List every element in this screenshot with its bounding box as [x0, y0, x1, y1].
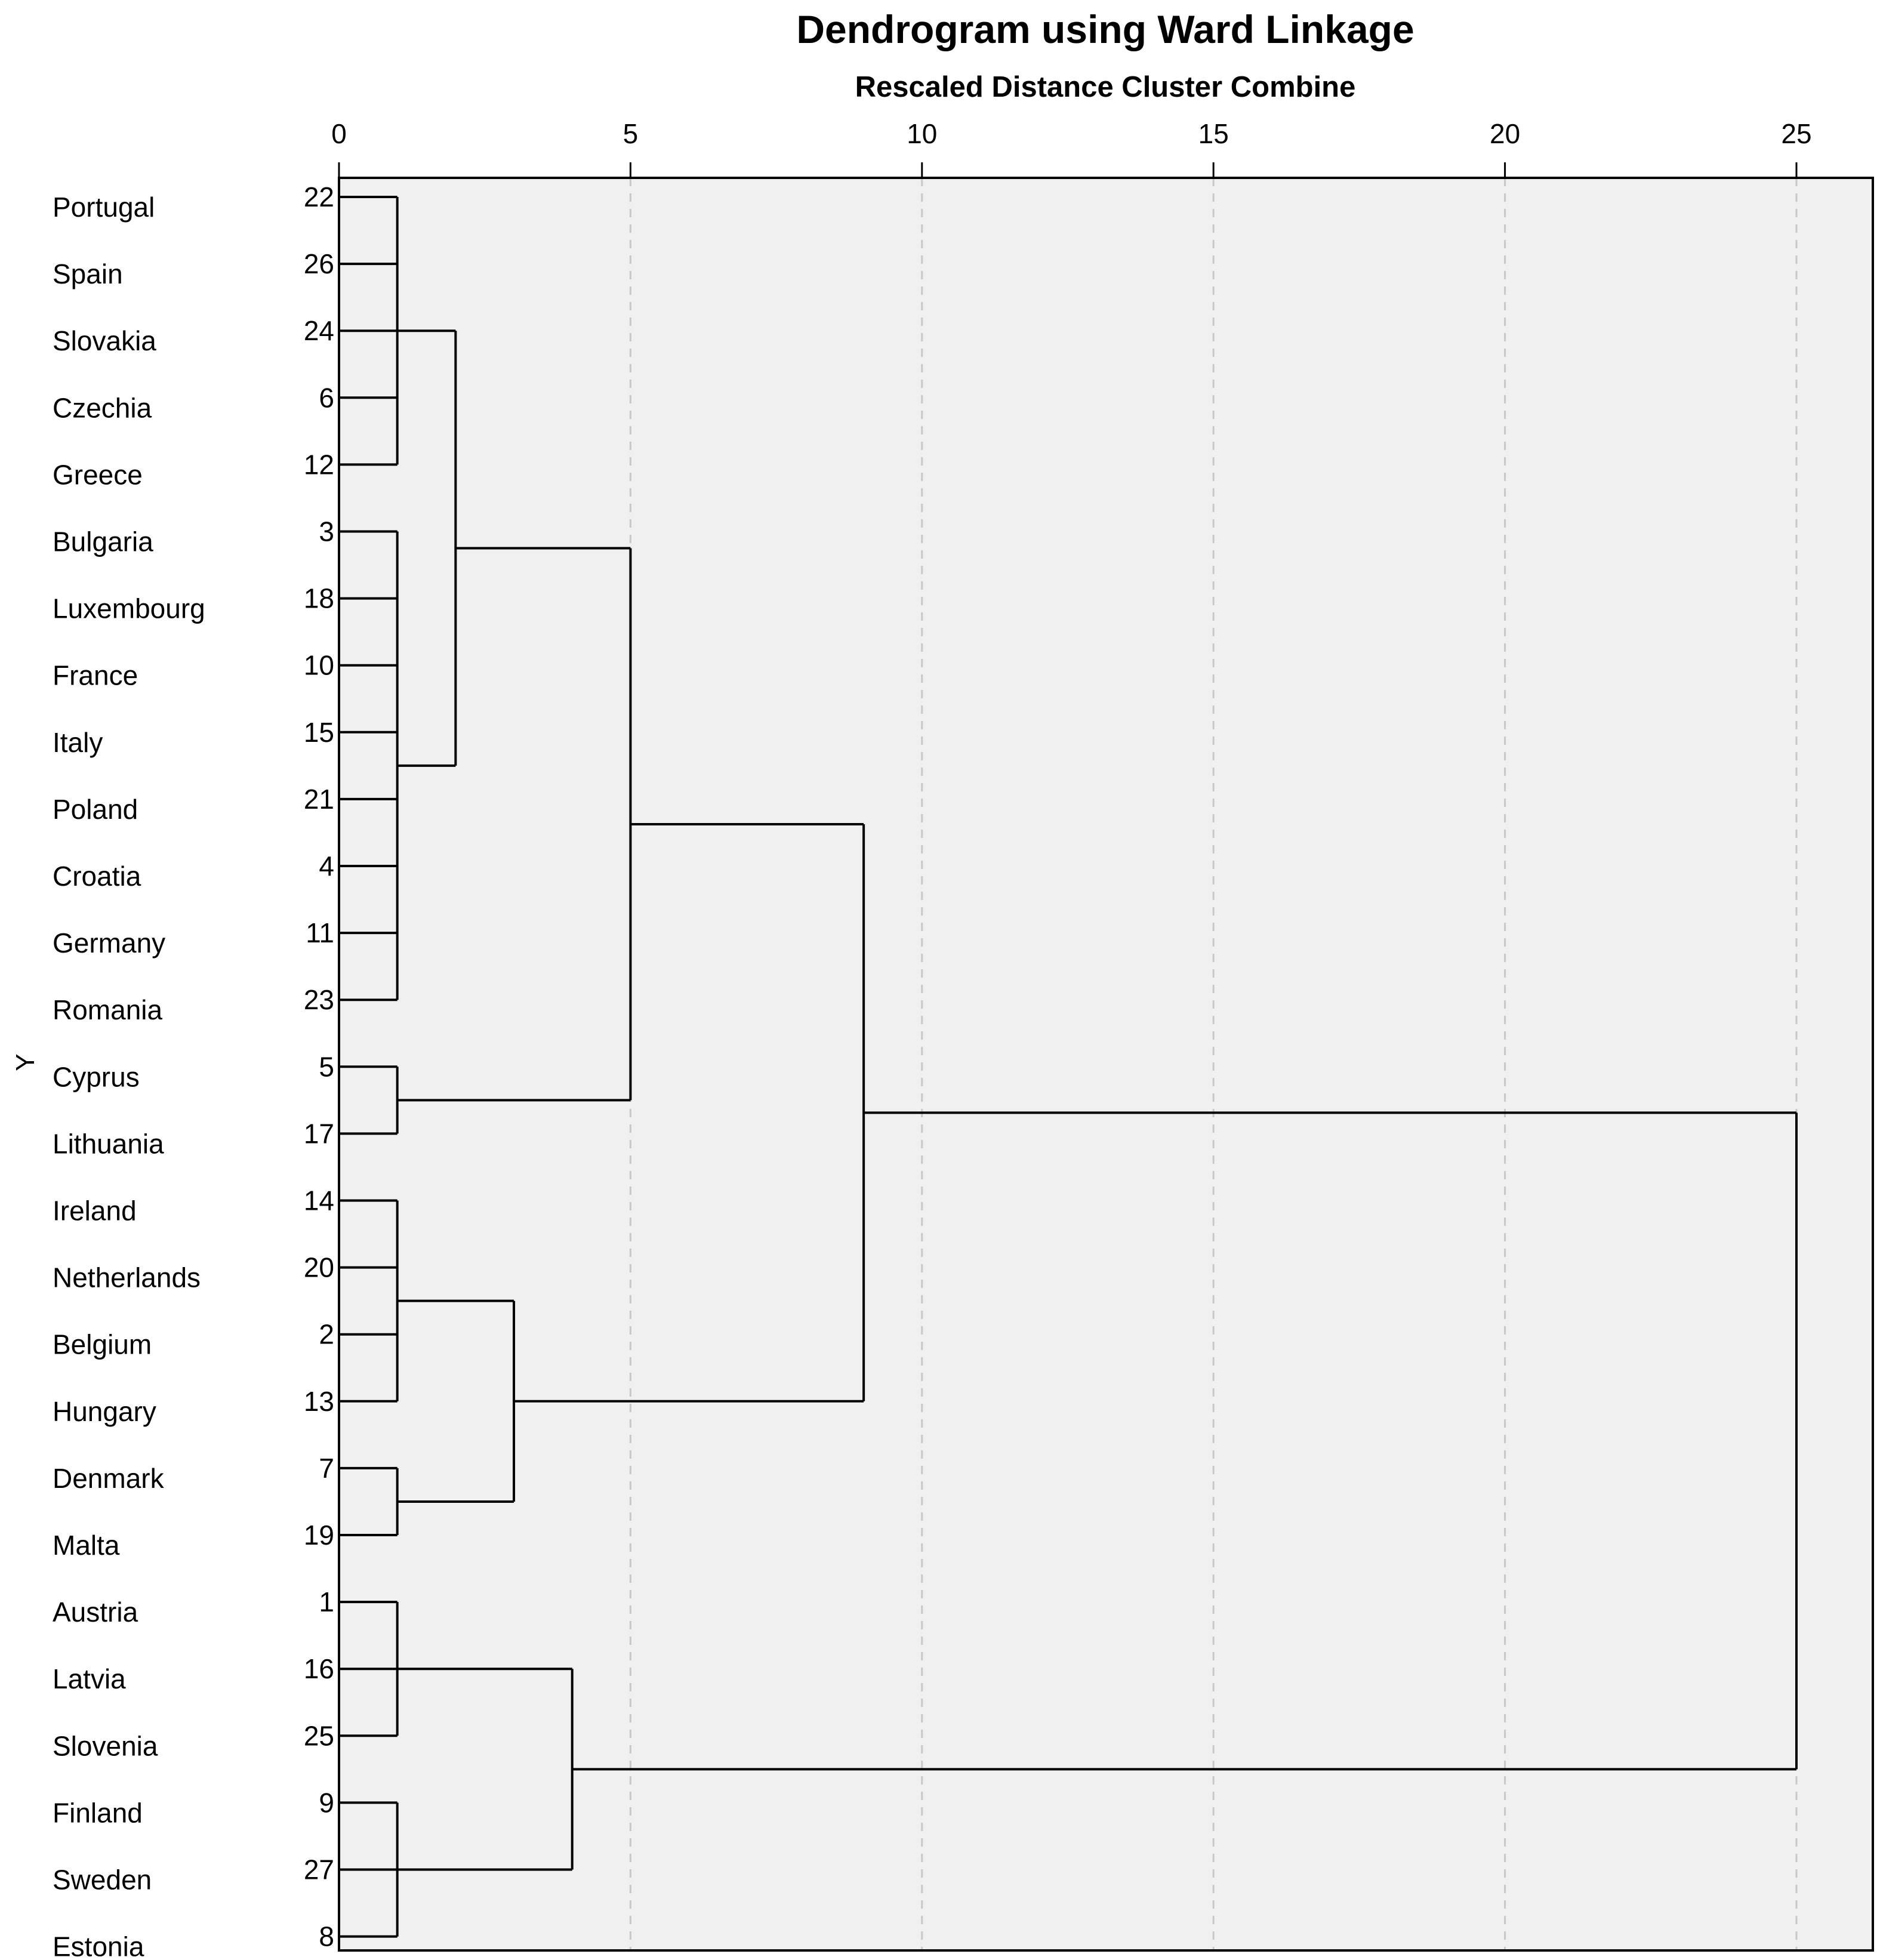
gridlines	[629, 178, 1798, 1950]
leaf-name-austria: Austria	[53, 1597, 138, 1628]
leaf-id-14: 14	[304, 1185, 334, 1216]
x-tick-label-10: 10	[907, 118, 937, 149]
leaf-name-romania: Romania	[53, 994, 163, 1025]
leaf-id-19: 19	[304, 1520, 334, 1551]
leaf-name-croatia: Croatia	[53, 861, 141, 892]
leaf-name-finland: Finland	[53, 1797, 143, 1828]
leaf-id-8: 8	[319, 1921, 334, 1952]
x-tick-label-15: 15	[1198, 118, 1229, 149]
leaf-name-cyprus: Cyprus	[53, 1061, 140, 1092]
leaf-name-ireland: Ireland	[53, 1195, 137, 1226]
leaf-name-estonia: Estonia	[53, 1931, 144, 1960]
leaf-id-1: 1	[319, 1586, 334, 1617]
leaf-id-18: 18	[304, 583, 334, 614]
leaf-name-spain: Spain	[53, 258, 123, 289]
leaf-id-10: 10	[304, 650, 334, 681]
leaf-id-9: 9	[319, 1787, 334, 1818]
x-tick-label-5: 5	[623, 118, 639, 149]
x-tick-label-20: 20	[1490, 118, 1520, 149]
leaf-name-bulgaria: Bulgaria	[53, 526, 153, 557]
leaf-name-luxembourg: Luxembourg	[53, 593, 205, 624]
leaf-id-2: 2	[319, 1319, 334, 1350]
leaf-id-21: 21	[304, 784, 334, 815]
leaf-id-25: 25	[304, 1720, 334, 1751]
leaf-name-czechia: Czechia	[53, 392, 152, 423]
leaf-id-13: 13	[304, 1386, 334, 1417]
x-tick-label-25: 25	[1781, 118, 1811, 149]
leaf-name-greece: Greece	[53, 459, 143, 490]
leaf-name-latvia: Latvia	[53, 1663, 126, 1694]
x-tick-label-0: 0	[331, 118, 347, 149]
leaf-name-slovenia: Slovenia	[53, 1730, 158, 1761]
leaf-id-24: 24	[304, 315, 334, 346]
leaf-id-23: 23	[304, 984, 334, 1015]
chart-title: Dendrogram using Ward Linkage	[796, 7, 1414, 51]
plot-area	[339, 178, 1873, 1950]
leaf-id-7: 7	[319, 1453, 334, 1484]
leaf-name-malta: Malta	[53, 1530, 120, 1561]
leaf-name-lithuania: Lithuania	[53, 1128, 164, 1159]
leaf-id-5: 5	[319, 1051, 334, 1082]
leaf-id-12: 12	[304, 449, 334, 480]
leaf-id-27: 27	[304, 1854, 334, 1885]
leaf-id-17: 17	[304, 1118, 334, 1149]
leaf-id-20: 20	[304, 1252, 334, 1283]
leaf-name-hungary: Hungary	[53, 1396, 156, 1427]
x-axis-ticks: 0 5 10 15 20 25	[331, 118, 1812, 178]
leaf-name-slovakia: Slovakia	[53, 325, 156, 356]
leaf-id-3: 3	[319, 516, 334, 547]
leaf-id-15: 15	[304, 717, 334, 748]
leaf-name-sweden: Sweden	[53, 1865, 152, 1896]
leaf-name-portugal: Portugal	[53, 192, 155, 223]
leaf-name-netherlands: Netherlands	[53, 1262, 201, 1293]
leaf-name-denmark: Denmark	[53, 1463, 165, 1494]
leaf-name-germany: Germany	[53, 927, 165, 959]
leaf-id-11: 11	[306, 917, 334, 948]
leaf-id-26: 26	[304, 248, 334, 279]
leaf-name-france: France	[53, 660, 138, 691]
leaf-name-poland: Poland	[53, 794, 138, 825]
leaf-id-16: 16	[304, 1653, 334, 1684]
leaf-name-belgium: Belgium	[53, 1329, 152, 1360]
leaf-id-22: 22	[304, 181, 334, 212]
chart-subtitle: Rescaled Distance Cluster Combine	[855, 71, 1356, 103]
leaf-id-6: 6	[319, 382, 334, 413]
leaf-id-4: 4	[319, 850, 334, 882]
y-axis-label: Y	[11, 1053, 40, 1071]
dendrogram-branches	[339, 196, 1798, 1938]
plot-frame	[338, 177, 1874, 1952]
leaf-name-italy: Italy	[53, 727, 103, 758]
